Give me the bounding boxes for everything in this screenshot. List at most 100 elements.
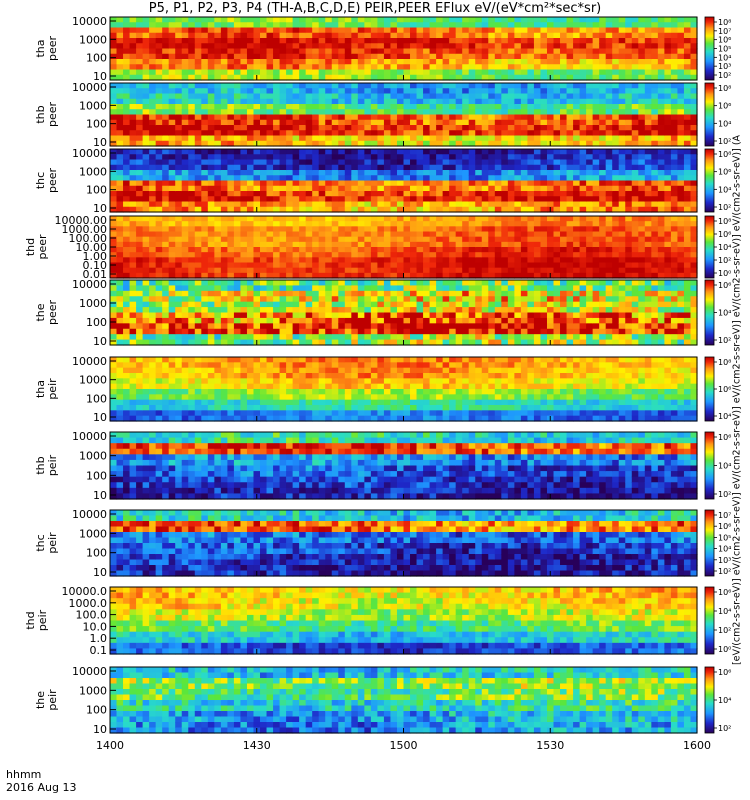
spectrogram-cell (410, 221, 418, 227)
spectrogram-cell (677, 114, 685, 121)
spectrogram-cell (240, 83, 248, 89)
spectrogram-cell (553, 272, 561, 279)
spectrogram-cell (155, 125, 163, 131)
spectrogram-cell (188, 59, 196, 65)
spectrogram-cell (266, 317, 274, 324)
spectrogram-cell (396, 69, 405, 76)
spectrogram-cell (429, 267, 437, 274)
spectrogram-cell (416, 53, 424, 60)
spectrogram-cell (292, 296, 300, 303)
spectrogram-cell (481, 196, 489, 203)
spectrogram-cell (625, 98, 633, 105)
spectrogram-cell (683, 267, 692, 274)
spectrogram-cell (546, 154, 555, 161)
spectrogram-cell (638, 149, 646, 155)
spectrogram-cell (586, 17, 594, 23)
spectrogram-cell (462, 170, 470, 176)
spectrogram-cell (612, 236, 620, 243)
spectrogram-cell (266, 43, 274, 50)
spectrogram-cell (644, 272, 652, 279)
spectrogram-cell (540, 17, 548, 23)
spectrogram-cell (188, 262, 196, 269)
spectrogram-cell (370, 216, 379, 222)
spectrogram-cell (325, 307, 333, 314)
spectrogram-cell (481, 74, 489, 81)
spectrogram-cell (357, 191, 365, 197)
spectrogram-cell (533, 140, 542, 147)
spectrogram-cell (592, 191, 600, 197)
spectrogram-cell (383, 296, 392, 303)
spectrogram-cell (220, 119, 228, 126)
spectrogram-cell (201, 175, 209, 182)
spectrogram-cell (383, 149, 392, 155)
spectrogram-cell (468, 257, 476, 264)
spectrogram-cell (455, 104, 463, 110)
spectrogram-cell (286, 88, 294, 95)
spectrogram-cell (142, 149, 150, 155)
spectrogram-cell (207, 231, 215, 238)
spectrogram-cell (416, 130, 424, 137)
spectrogram-cell (377, 22, 385, 29)
spectrogram-cell (468, 74, 476, 81)
spectrogram-cell (462, 109, 470, 116)
colorbar-tick-label: 10⁶ (718, 230, 731, 239)
spectrogram-cell (644, 135, 652, 142)
spectrogram-cell (592, 196, 600, 203)
spectrogram-cell (410, 130, 418, 137)
spectrogram-cell (292, 159, 300, 166)
spectrogram-cell (318, 104, 326, 110)
spectrogram-cell (227, 130, 235, 137)
spectrogram-cell (396, 175, 405, 182)
spectrogram-cell (227, 69, 235, 76)
spectrogram-cell (423, 140, 431, 147)
spectrogram-cell (468, 159, 476, 166)
spectrogram-cell (194, 17, 202, 23)
spectrogram-cell (416, 262, 424, 269)
spectrogram-cell (338, 88, 346, 95)
spectrogram-cell (546, 247, 555, 253)
spectrogram-cell (344, 59, 352, 65)
spectrogram-cell (644, 226, 652, 233)
spectrogram-cell (253, 296, 261, 303)
spectrogram-cell (468, 206, 476, 213)
spectrogram-cell (468, 64, 476, 71)
spectrogram-cell (305, 196, 313, 203)
spectrogram-cell (357, 83, 365, 89)
spectrogram-cell (449, 53, 457, 60)
spectrogram-cell (325, 323, 333, 330)
spectrogram-cell (240, 64, 248, 71)
spectrogram-cell (644, 191, 652, 197)
spectrogram-cell (527, 74, 535, 81)
spectrogram-cell (690, 59, 698, 65)
spectrogram-cell (605, 262, 613, 269)
spectrogram-cell (442, 221, 450, 227)
spectrogram-cell (501, 221, 509, 227)
spectrogram-cell (155, 206, 163, 213)
y-axis-label: thb peer (34, 102, 59, 128)
spectrogram-cell (181, 43, 189, 50)
spectrogram-cell (377, 109, 385, 116)
spectrogram-cell (240, 88, 248, 95)
spectrogram-cell (194, 74, 202, 81)
spectrogram-cell (533, 164, 542, 171)
spectrogram-cell (573, 247, 581, 253)
spectrogram-cell (383, 104, 392, 110)
spectrogram-cell (233, 247, 242, 253)
spectrogram-cell (416, 27, 424, 34)
spectrogram-cell (305, 323, 313, 330)
spectrogram-cell (253, 164, 261, 171)
spectrogram-cell (168, 140, 176, 147)
spectrogram-cell (351, 119, 359, 126)
spectrogram-cell (246, 307, 255, 314)
spectrogram-cell (149, 98, 157, 105)
spectrogram-cell (168, 164, 176, 171)
spectrogram-cell (260, 43, 268, 50)
spectrogram-cell (612, 83, 620, 89)
spectrogram-cell (246, 38, 255, 44)
spectrogram-cell (416, 231, 424, 238)
spectrogram-cell (266, 328, 274, 335)
spectrogram-cell (338, 140, 346, 147)
spectrogram-cell (573, 170, 581, 176)
spectrogram-cell (142, 262, 150, 269)
spectrogram-cell (533, 159, 542, 166)
